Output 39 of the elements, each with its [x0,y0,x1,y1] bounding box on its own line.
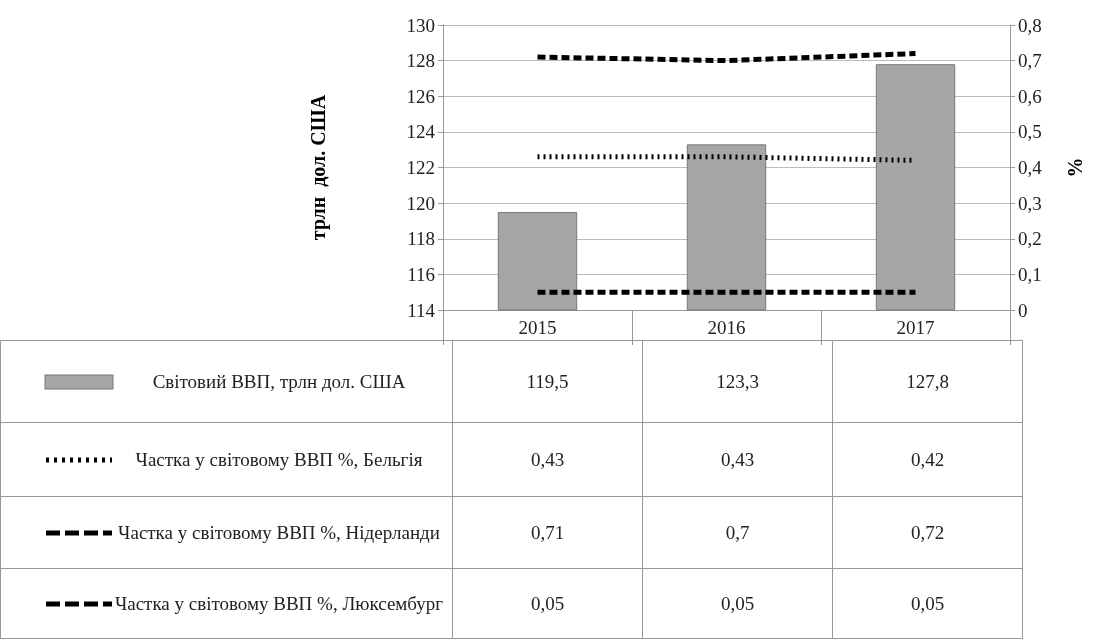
legend-label: Частка у світовому ВВП %, Нідерланди [117,522,441,545]
data-label: 123,3 [642,340,833,423]
data-label: 0,05 [642,568,833,639]
legend-label: Частка у світовому ВВП %, Бельгія [134,449,424,472]
data-label: 0,43 [452,422,643,497]
y-tick-label: 130 [406,14,435,36]
data-label: 127,8 [832,340,1023,423]
legend-label: Світовий ВВП, трлн дол. США [151,371,407,394]
data-label: 0,7 [642,496,833,569]
y2-tick-label: 0,7 [1018,50,1042,72]
y-tick-label: 114 [407,299,436,321]
y2-tick-label: 0,6 [1018,85,1042,107]
y-tick-label: 126 [406,85,435,107]
y-tick-label: 118 [407,228,435,250]
y2-tick-label: 0,5 [1018,121,1042,143]
legend-label: Частка у світовому ВВП %, Люксембург [114,593,444,616]
y-tick-label: 128 [406,50,435,72]
data-label: 0,05 [832,568,1023,639]
x-tick-label: 2017 [896,317,935,338]
y2-tick-label: 0,1 [1018,263,1042,285]
y2-tick-label: 0,3 [1018,192,1042,214]
y-axis-title: трлн дол. США [307,94,330,241]
data-label: 0,42 [832,422,1023,497]
y-tick-label: 116 [407,263,435,285]
data-label: 0,05 [452,568,643,639]
y-tick-label: 124 [406,121,436,143]
x-tick-label: 2015 [518,317,557,338]
y-tick-label: 120 [406,192,435,214]
data-label: 119,5 [452,340,643,423]
data-label: 0,71 [452,496,643,569]
x-tick-label: 2016 [707,317,746,338]
data-label: 0,72 [832,496,1023,569]
y2-axis-title: % [1064,157,1086,178]
y2-tick-label: 0,2 [1018,228,1042,250]
y-tick-label: 122 [406,157,435,178]
data-label: 0,43 [642,422,833,497]
y2-tick-label: 0 [1018,299,1028,321]
y2-tick-label: 0,8 [1018,14,1042,36]
y2-tick-label: 0,4 [1018,157,1043,178]
